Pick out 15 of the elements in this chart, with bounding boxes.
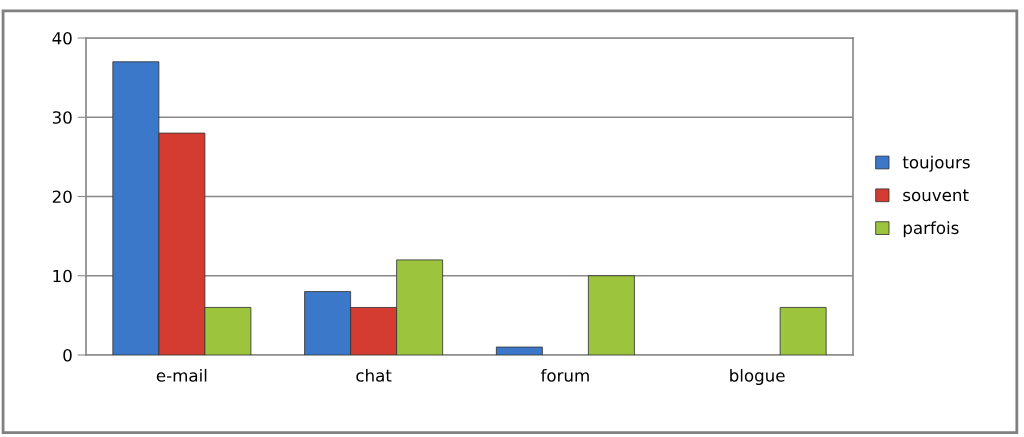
y-tick-label: 40	[52, 31, 72, 45]
y-tick-label: 20	[52, 190, 72, 204]
bar	[587, 275, 635, 355]
legend-label: souvent	[903, 189, 969, 202]
bar	[779, 307, 827, 355]
x-tick-label: blogue	[730, 368, 785, 386]
legend-label: parfois	[903, 221, 959, 238]
legend-label: toujours	[902, 155, 970, 172]
x-tick-label: chat	[356, 368, 392, 382]
x-tick-label: e-mail	[156, 368, 207, 382]
x-tick-label: forum	[540, 368, 589, 382]
bar	[495, 346, 543, 355]
y-tick-label: 10	[53, 269, 72, 283]
y-tick-label: 0	[63, 348, 72, 362]
y-tick-label: 30	[52, 111, 72, 124]
